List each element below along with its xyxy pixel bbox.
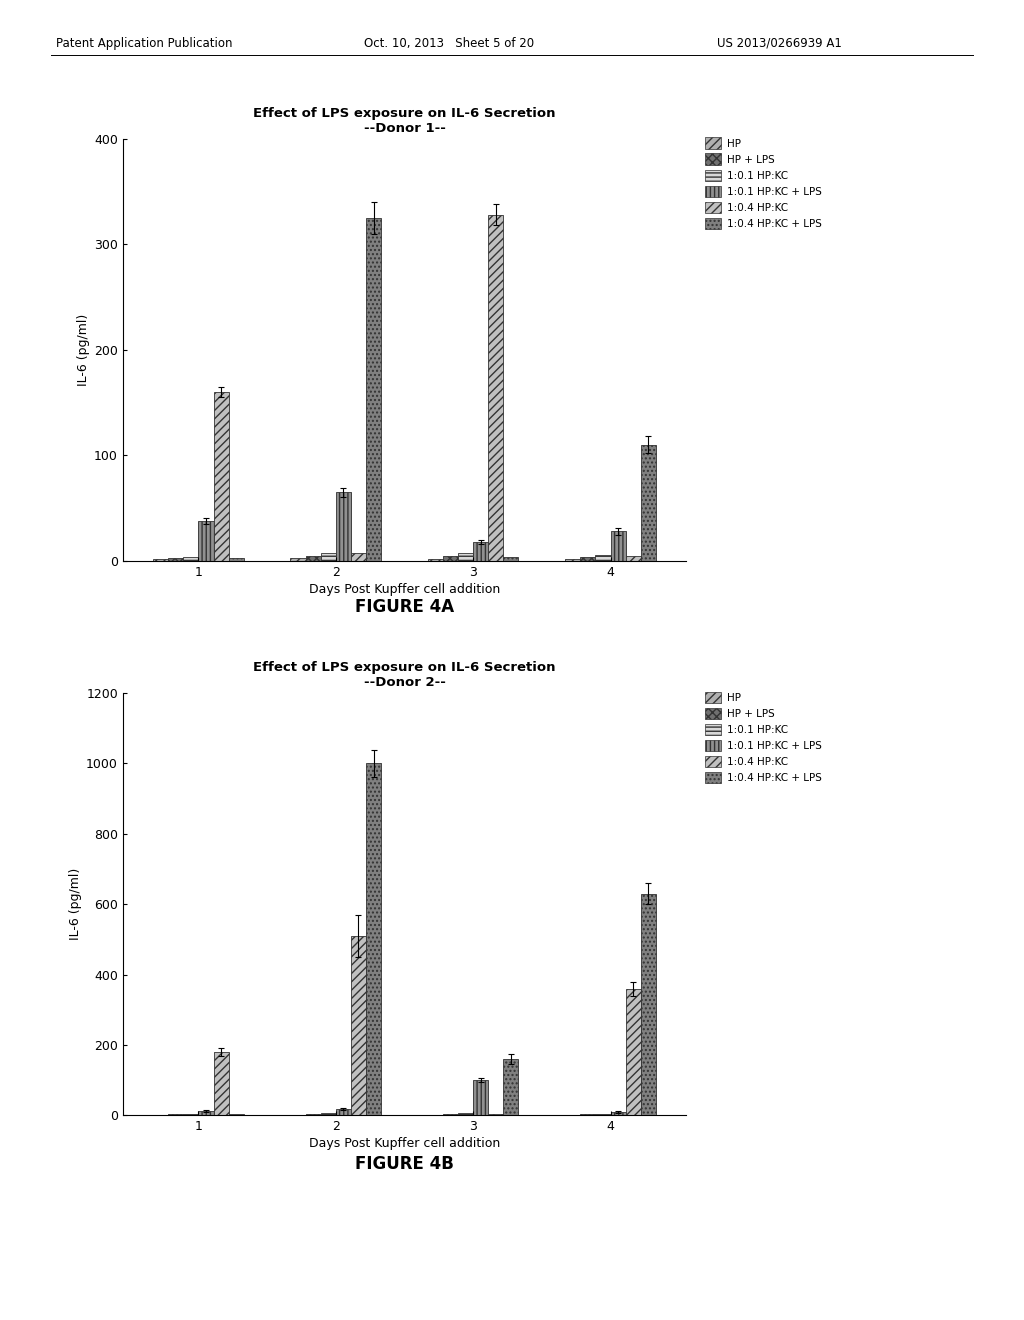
Bar [458,553,473,561]
Bar [183,557,199,561]
Bar [488,215,504,561]
X-axis label: Days Post Kupffer cell addition: Days Post Kupffer cell addition [309,1138,500,1151]
Bar [214,392,228,561]
Text: FIGURE 4B: FIGURE 4B [355,1155,454,1173]
Bar [443,556,458,561]
Legend: HP, HP + LPS, 1:0.1 HP:KC, 1:0.1 HP:KC + LPS, 1:0.4 HP:KC, 1:0.4 HP:KC + LPS: HP, HP + LPS, 1:0.1 HP:KC, 1:0.1 HP:KC +… [702,136,823,231]
Title: Effect of LPS exposure on IL-6 Secretion
--Donor 1--: Effect of LPS exposure on IL-6 Secretion… [253,107,556,135]
Bar [183,1114,199,1115]
Bar [504,557,518,561]
Bar [154,558,168,561]
Bar [641,445,655,561]
Bar [641,894,655,1115]
Legend: HP, HP + LPS, 1:0.1 HP:KC, 1:0.1 HP:KC + LPS, 1:0.4 HP:KC, 1:0.4 HP:KC + LPS: HP, HP + LPS, 1:0.1 HP:KC, 1:0.1 HP:KC +… [702,690,823,785]
Bar [214,1052,228,1115]
Bar [458,1113,473,1115]
Bar [321,553,336,561]
Text: US 2013/0266939 A1: US 2013/0266939 A1 [717,37,842,50]
Bar [366,218,381,561]
Bar [473,1080,488,1115]
Bar [610,1111,626,1115]
Title: Effect of LPS exposure on IL-6 Secretion
--Donor 2--: Effect of LPS exposure on IL-6 Secretion… [253,661,556,689]
Bar [199,521,214,561]
X-axis label: Days Post Kupffer cell addition: Days Post Kupffer cell addition [309,583,500,597]
Bar [595,554,610,561]
Bar [595,1114,610,1115]
Bar [336,492,351,561]
Bar [473,543,488,561]
Bar [626,989,641,1115]
Bar [228,558,244,561]
Bar [351,936,366,1115]
Bar [351,553,366,561]
Text: FIGURE 4A: FIGURE 4A [355,598,454,616]
Bar [228,1114,244,1115]
Text: Oct. 10, 2013   Sheet 5 of 20: Oct. 10, 2013 Sheet 5 of 20 [364,37,534,50]
Bar [305,556,321,561]
Bar [366,763,381,1115]
Bar [336,1109,351,1115]
Text: Patent Application Publication: Patent Application Publication [56,37,232,50]
Bar [626,556,641,561]
Bar [305,1114,321,1115]
Y-axis label: IL-6 (pg/ml): IL-6 (pg/ml) [77,314,90,385]
Bar [168,558,183,561]
Bar [321,1113,336,1115]
Bar [565,558,581,561]
Bar [610,532,626,561]
Y-axis label: IL-6 (pg/ml): IL-6 (pg/ml) [69,869,82,940]
Bar [581,557,595,561]
Bar [199,1111,214,1115]
Bar [428,558,443,561]
Bar [504,1059,518,1115]
Bar [291,558,305,561]
